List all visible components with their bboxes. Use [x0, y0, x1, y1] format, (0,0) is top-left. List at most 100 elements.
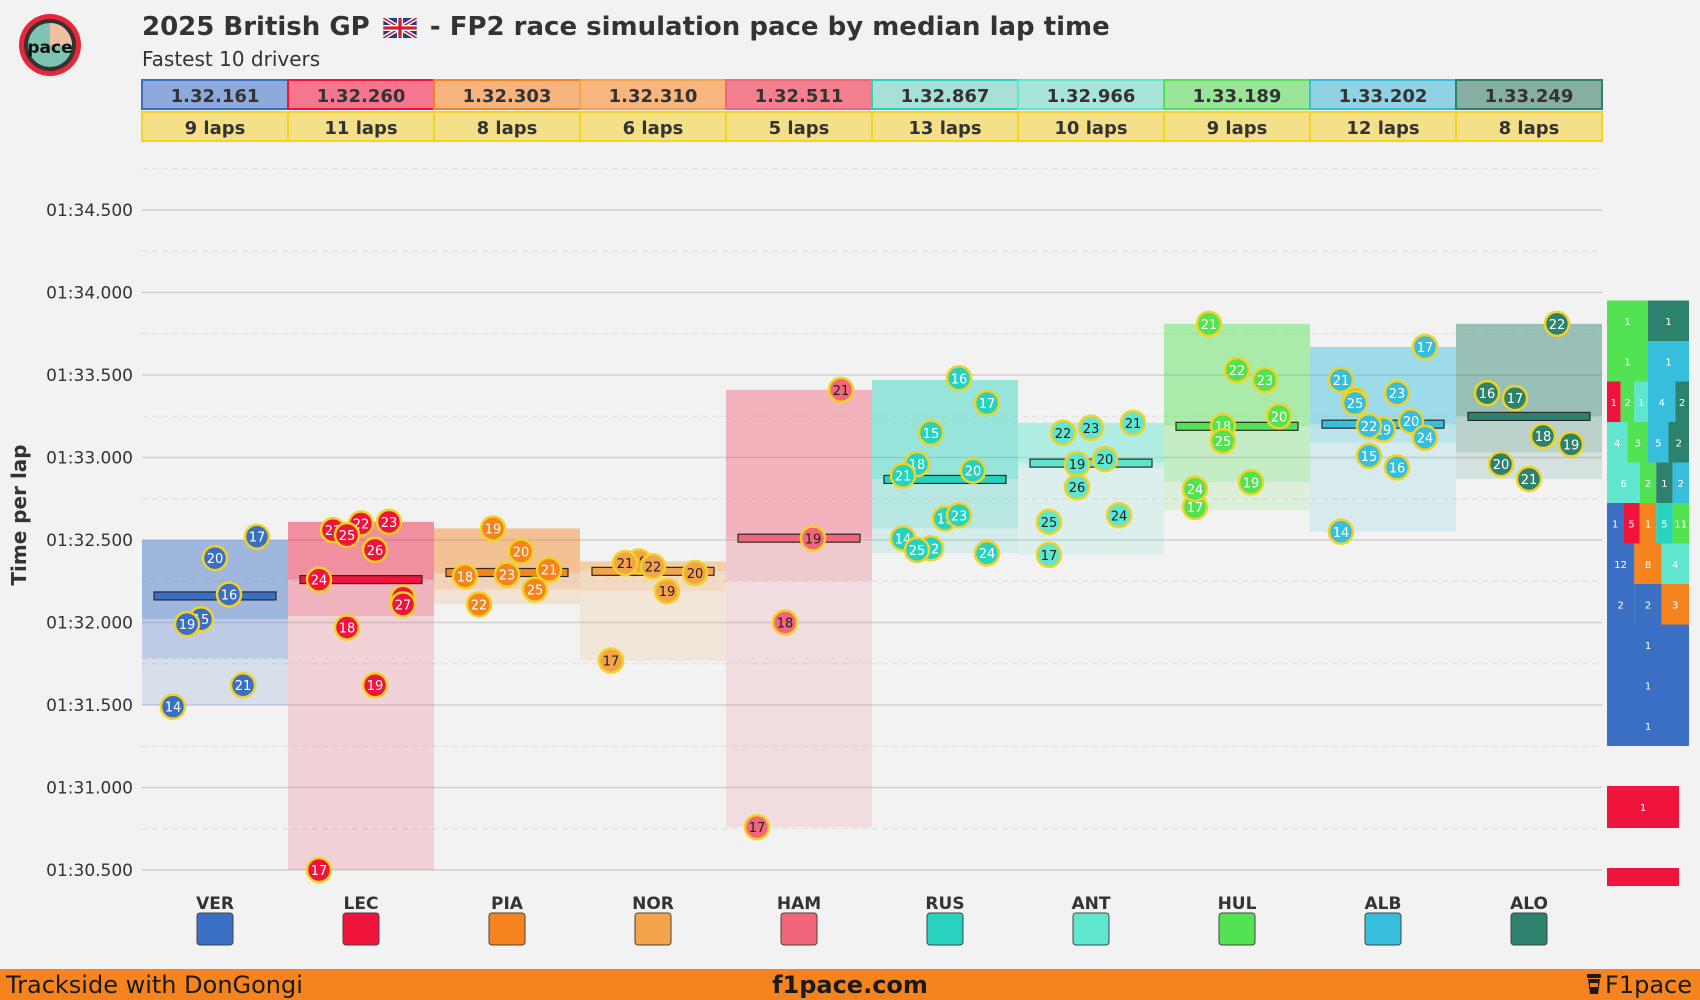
lap-number-label: 19	[1069, 458, 1086, 473]
lap-point	[1341, 389, 1369, 417]
lap-point	[1049, 419, 1077, 446]
lap-number-label: 24	[979, 547, 996, 562]
side-histogram-count: 1	[1611, 398, 1617, 409]
lap-point	[1473, 379, 1501, 407]
box-lower-band	[1018, 467, 1164, 555]
lap-number-label: 23	[951, 509, 968, 524]
team-logo-icon	[1218, 912, 1256, 946]
side-histogram-count: 5	[1655, 438, 1661, 449]
lap-number-label: 17	[1187, 501, 1204, 516]
lap-number-label: 20	[1271, 410, 1288, 425]
driver-code-label: HAM	[777, 894, 821, 914]
lap-number-label: 26	[367, 544, 384, 559]
side-histogram-cell	[1656, 503, 1673, 544]
median-line	[883, 474, 1007, 485]
side-histogram-cell	[1607, 462, 1640, 503]
median-time-label: 1.32.511	[755, 86, 844, 107]
lap-point	[1327, 366, 1355, 394]
side-histogram-cell	[1634, 584, 1662, 625]
side-histogram-count: 1	[1640, 803, 1646, 814]
lap-point	[1181, 475, 1209, 503]
lap-point	[681, 559, 709, 587]
lap-number-label: 19	[1243, 476, 1260, 491]
box-lower-band	[288, 615, 434, 870]
lap-number-label: 16	[1389, 461, 1406, 476]
lap-number-label: 16	[1479, 387, 1496, 402]
lap-number-label: 22	[1229, 364, 1246, 379]
laps-count-label: 13 laps	[908, 118, 981, 139]
side-histogram-cell	[1675, 381, 1689, 422]
lap-point	[1383, 379, 1411, 407]
lap-number-label: 16	[951, 372, 968, 387]
median-time-label: 1.32.260	[317, 86, 406, 107]
lap-number-label: 26	[1069, 481, 1086, 496]
side-histogram-cell	[1620, 381, 1635, 422]
lap-point	[507, 538, 535, 565]
lap-point	[1543, 310, 1571, 338]
laps-count-label: 8 laps	[477, 118, 538, 139]
side-histogram-cell	[1607, 665, 1689, 706]
side-histogram-count: 1	[1645, 519, 1651, 530]
laps-count-label: 5 laps	[769, 118, 830, 139]
lap-point	[827, 376, 855, 404]
y-tick-label: 01:32.000	[46, 614, 133, 634]
side-histogram-count: 1	[1665, 317, 1671, 328]
footer-credit: Trackside with DonGongi	[6, 971, 303, 999]
lap-point	[799, 525, 827, 552]
side-histogram-count: 3	[1672, 600, 1678, 611]
y-tick-label: 01:31.500	[46, 696, 133, 716]
lap-number-label: 25	[339, 529, 356, 544]
side-histogram-count: 4	[1672, 560, 1678, 571]
driver-code-label: LEC	[344, 894, 379, 914]
lap-point	[1411, 333, 1439, 361]
lap-point	[1035, 541, 1063, 569]
footer-site-link[interactable]: f1pace.com	[772, 971, 928, 999]
lap-point	[597, 647, 625, 674]
lap-number-label: 20	[513, 546, 530, 561]
lap-number-label: 18	[339, 621, 356, 636]
lap-number-label: 18	[457, 570, 474, 585]
y-tick-label: 01:32.500	[46, 531, 133, 551]
lap-point	[305, 856, 333, 884]
lap-number-label: 22	[645, 560, 662, 575]
driver-code-label: HUL	[1218, 894, 1257, 914]
box-middle-band	[142, 619, 288, 659]
lap-number-label: 19	[485, 522, 502, 537]
team-logo-icon	[926, 912, 964, 946]
lap-point	[1077, 414, 1105, 442]
side-histogram-count: 4	[1658, 398, 1664, 409]
median-time-label: 1.33.249	[1485, 86, 1574, 107]
side-histogram-count: 2	[1678, 479, 1684, 490]
lap-point	[1355, 412, 1383, 440]
laps-count-label: 9 laps	[185, 118, 246, 139]
side-histogram-count: 1	[1624, 317, 1630, 328]
lap-point	[1265, 403, 1293, 430]
lap-point	[229, 671, 257, 699]
lap-point	[973, 389, 1001, 417]
lap-point	[243, 523, 271, 550]
lap-number-label: 22	[471, 598, 488, 613]
lap-point	[389, 591, 417, 618]
lap-point	[215, 581, 243, 608]
side-histogram-cell	[1607, 422, 1628, 463]
side-histogram-cell	[1634, 381, 1648, 422]
lap-number-label: 17	[603, 654, 620, 669]
lap-point	[973, 539, 1001, 567]
lap-number-label: 25	[1347, 397, 1364, 412]
median-line	[1029, 458, 1153, 468]
side-histogram-count: 1	[1645, 641, 1651, 652]
team-logo-icon	[1072, 912, 1110, 946]
cup-icon	[1587, 974, 1602, 994]
lap-number-label: 17	[1417, 341, 1434, 356]
side-histogram-cell	[1639, 462, 1657, 503]
y-tick-label: 01:34.000	[46, 284, 133, 304]
side-histogram-cell	[1656, 462, 1673, 503]
lap-point	[1223, 356, 1251, 384]
y-tick-label: 01:31.000	[46, 779, 133, 799]
lap-number-label: 22	[1055, 427, 1072, 442]
box-lower-band	[726, 581, 872, 828]
side-histogram-cell	[1607, 705, 1689, 746]
side-histogram-cell	[1648, 422, 1669, 463]
median-time-label: 1.32.161	[171, 86, 260, 107]
driver-code-label: ANT	[1072, 894, 1111, 914]
